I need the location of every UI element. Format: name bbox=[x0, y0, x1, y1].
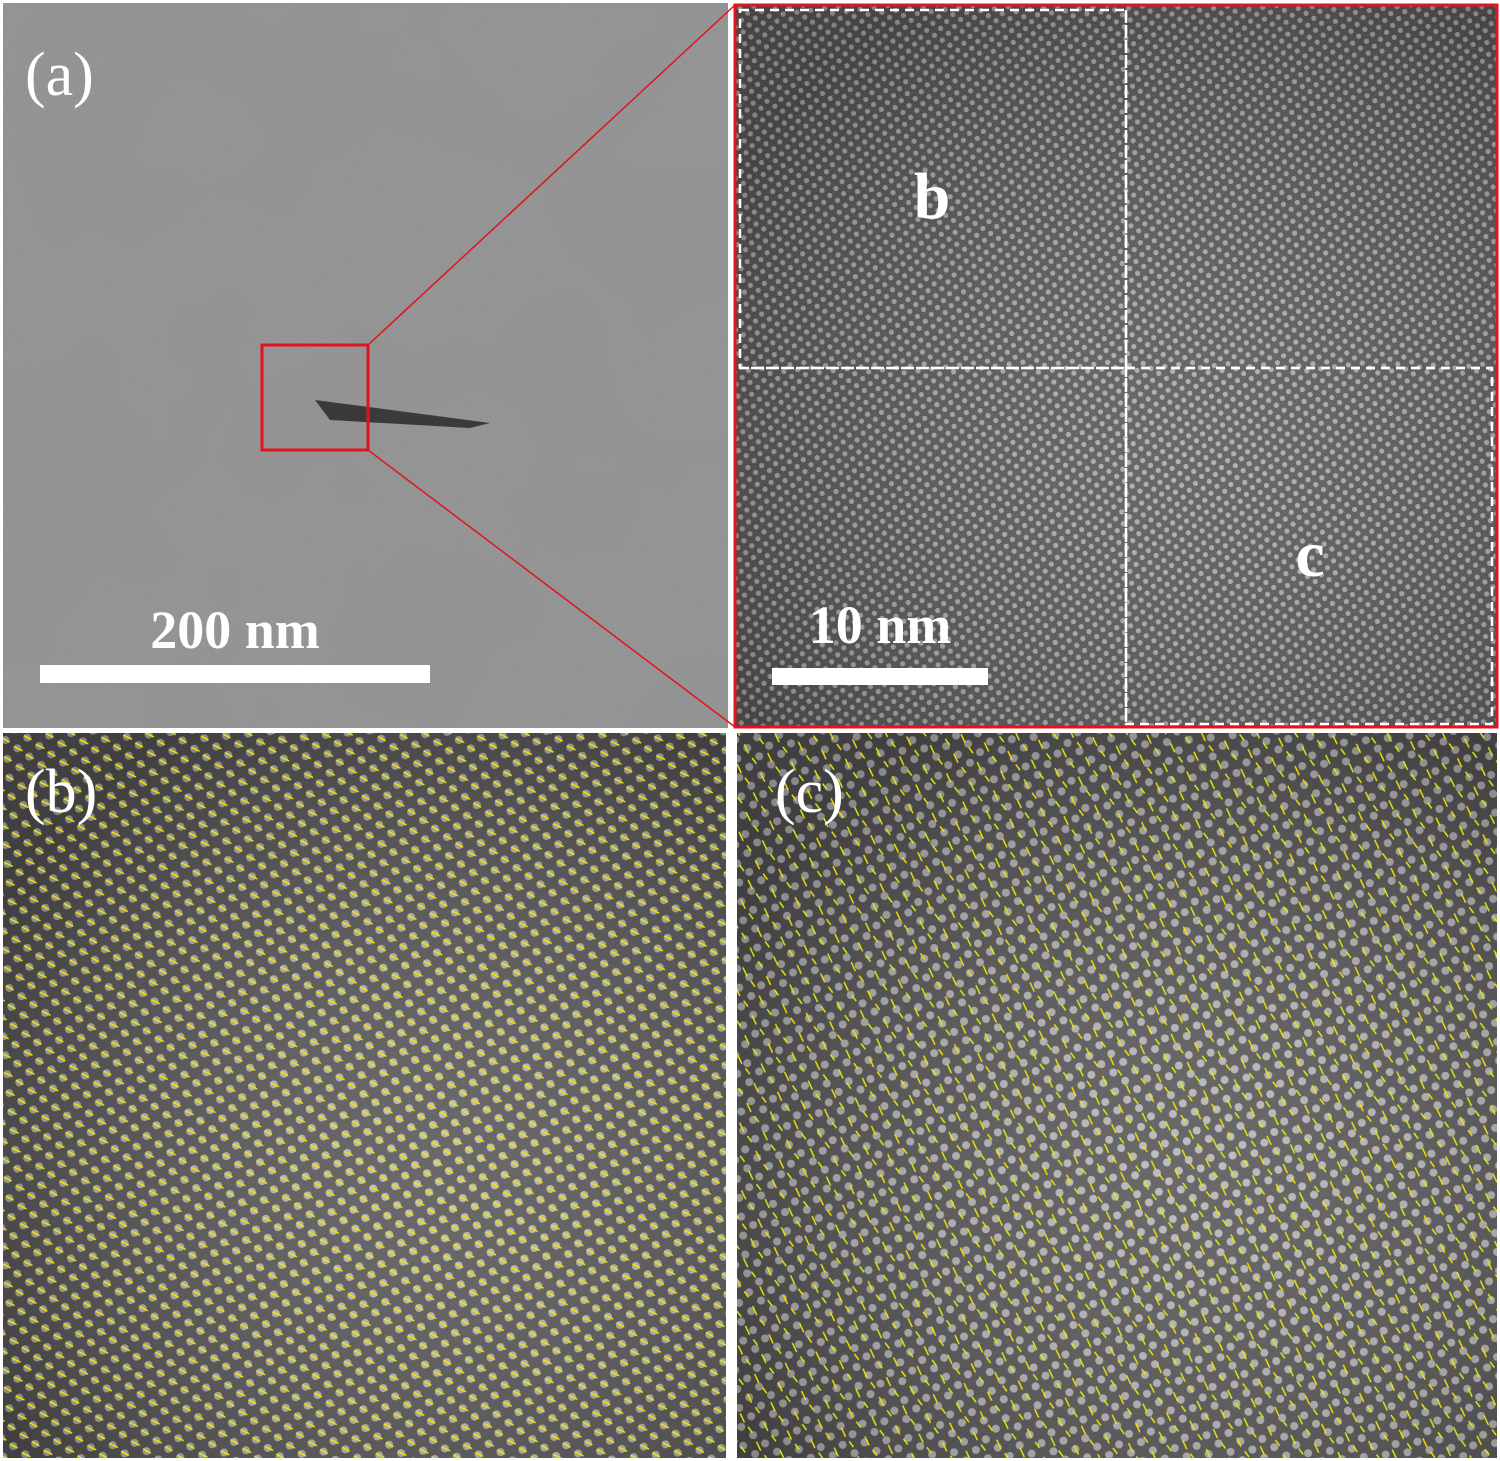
precipitate bbox=[315, 400, 490, 428]
region-box bbox=[738, 8, 1128, 370]
panel-b: (b) bbox=[3, 733, 726, 1458]
scale-bar bbox=[772, 668, 988, 685]
scale-label: 10 nm bbox=[809, 595, 952, 655]
panel-label: (b) bbox=[25, 758, 97, 826]
scale-bar bbox=[40, 665, 430, 683]
region-label: c bbox=[1295, 518, 1324, 591]
panel-c: (c) bbox=[737, 733, 1497, 1458]
noise bbox=[735, 5, 1497, 727]
zoom-line bbox=[367, 449, 736, 728]
panel-zoom: b c 10 nm bbox=[733, 3, 1499, 729]
displacement-vectors bbox=[3, 733, 726, 1458]
zoom-box bbox=[260, 343, 370, 452]
zoom-line bbox=[367, 4, 736, 346]
panel-label: (c) bbox=[775, 758, 844, 826]
panel-label: (a) bbox=[25, 41, 94, 109]
region-label: b bbox=[914, 160, 951, 233]
frame bbox=[733, 3, 1499, 729]
displacement-vectors bbox=[737, 733, 1497, 1458]
panel-a: (a) 200 nm bbox=[3, 3, 736, 728]
scale-label: 200 nm bbox=[150, 600, 320, 660]
